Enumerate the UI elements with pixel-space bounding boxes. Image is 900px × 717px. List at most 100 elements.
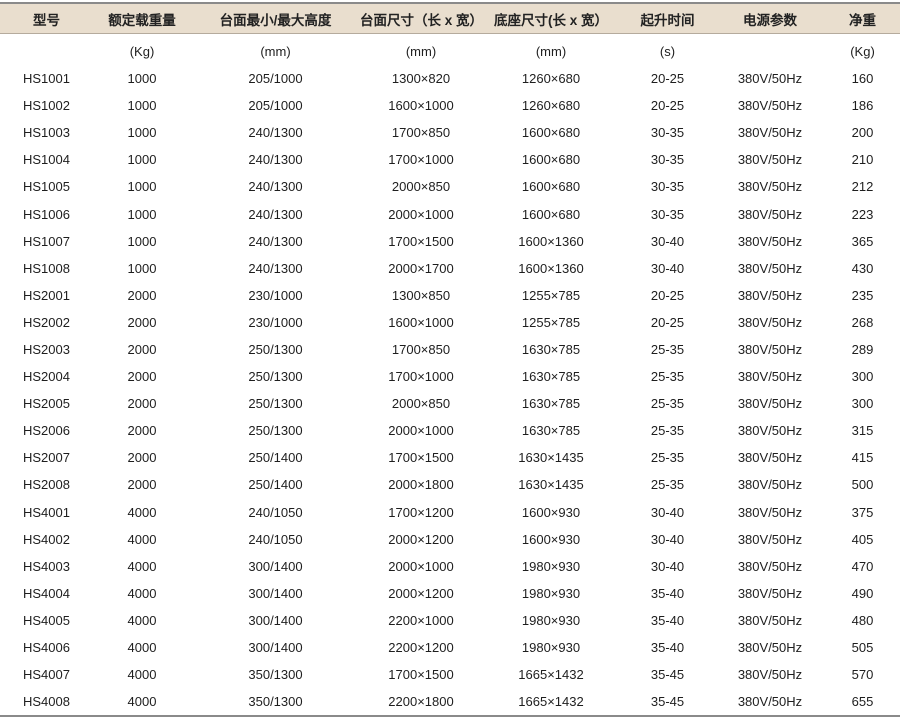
cell-net-weight: 655	[825, 688, 900, 717]
cell-model: HS4005	[23, 612, 70, 628]
table-row: HS2008 2000 250/1400 2000×1800 1630×1435 25-3…	[0, 471, 900, 498]
unit-lift-time: (s)	[659, 43, 676, 59]
cell-model: HS1006	[23, 206, 70, 222]
cell-lift-time: 35-40	[650, 585, 685, 601]
cell-lift-time: 20-25	[650, 71, 685, 87]
cell-base-size: 1630×785	[521, 341, 581, 357]
cell-rated-load: 2000	[127, 369, 157, 385]
cell-base-size: 1600×1360	[518, 233, 584, 249]
cell-base-size: 1600×680	[521, 125, 581, 141]
cell-power: 380V/50Hz	[737, 531, 803, 547]
cell-min-max-height: 250/1400	[248, 450, 303, 466]
cell-net-weight: 430	[851, 260, 874, 276]
unit-min-max-height: (mm)	[260, 43, 291, 59]
table-row: HS4006 4000 300/1400 2200×1200 1980×930 35-40…	[0, 634, 900, 661]
cell-rated-load: 2000	[127, 423, 157, 439]
cell-net-weight: 186	[851, 98, 874, 114]
table-row: HS2003 2000 250/1300 1700×850 1630×785 25-35 3…	[0, 336, 900, 363]
cell-base-size: 1600×1360	[518, 260, 584, 276]
cell-min-max-height: 300/1400	[248, 612, 303, 628]
cell-rated-load: 2000	[127, 477, 157, 493]
cell-lift-time: 35-45	[650, 667, 685, 683]
cell-lift-time: 35-40	[650, 640, 685, 656]
cell-net-weight: 223	[851, 206, 874, 222]
cell-net-weight: 490	[851, 585, 874, 601]
cell-base-size: 1600×680	[521, 179, 581, 195]
cell-power: 380V/50Hz	[737, 341, 803, 357]
cell-net-weight: 315	[851, 423, 874, 439]
unit-net-weight: (Kg)	[850, 43, 875, 59]
cell-lift-time: 25-35	[650, 477, 685, 493]
header-net-weight: 净重	[825, 2, 900, 34]
cell-model: HS1002	[23, 98, 70, 114]
cell-platform-size: 1700×850	[391, 341, 451, 357]
cell-power: 380V/50Hz	[737, 71, 803, 87]
cell-lift-time: 30-35	[650, 152, 685, 168]
cell-model: HS2001	[23, 287, 70, 303]
cell-model: HS2006	[23, 423, 70, 439]
cell-net-weight: 415	[851, 450, 874, 466]
cell-min-max-height: 230/1000	[248, 314, 303, 330]
cell-min-max-height: 350/1300	[248, 667, 303, 683]
cell-rated-load: 1000	[127, 125, 157, 141]
cell-platform-size: 2000×1700	[388, 260, 454, 276]
cell-model: HS2008	[23, 477, 70, 493]
cell-net-weight: 268	[851, 314, 874, 330]
table-row: HS2001 2000 230/1000 1300×850 1255×785 20-25 3…	[0, 282, 900, 309]
unit-model	[0, 34, 93, 66]
table-row: HS1006 1000 240/1300 2000×1000 1600×680 30-35…	[0, 200, 900, 227]
cell-rated-load: 1000	[127, 71, 157, 87]
header-base-size: 底座尺寸(长 x 宽）	[482, 2, 620, 34]
cell-power: 380V/50Hz	[737, 504, 803, 520]
cell-min-max-height: 205/1000	[248, 71, 303, 87]
cell-min-max-height: 240/1300	[248, 260, 303, 276]
unit-power	[715, 34, 825, 66]
cell-rated-load: 1000	[127, 260, 157, 276]
cell-platform-size: 2000×1200	[388, 531, 454, 547]
cell-lift-time: 30-40	[650, 233, 685, 249]
cell-power: 380V/50Hz	[737, 152, 803, 168]
cell-platform-size: 1700×1500	[388, 667, 454, 683]
cell-rated-load: 4000	[127, 558, 157, 574]
cell-power: 380V/50Hz	[737, 206, 803, 222]
cell-min-max-height: 250/1300	[248, 396, 303, 412]
table-body: HS1001 1000 205/1000 1300×820 1260×680 20-25 3…	[0, 65, 900, 717]
cell-net-weight: 235	[851, 287, 874, 303]
table-row: HS1007 1000 240/1300 1700×1500 1600×1360 30-4…	[0, 228, 900, 255]
cell-base-size: 1600×930	[521, 531, 581, 547]
cell-rated-load: 2000	[127, 314, 157, 330]
cell-rated-load: 2000	[127, 450, 157, 466]
cell-net-weight: 300	[851, 396, 874, 412]
cell-min-max-height: 240/1050	[248, 504, 303, 520]
cell-platform-size: 1700×1500	[388, 233, 454, 249]
cell-platform-size: 2200×1200	[388, 640, 454, 656]
cell-power: 380V/50Hz	[737, 125, 803, 141]
header-power: 电源参数	[715, 2, 825, 34]
cell-lift-time: 20-25	[650, 98, 685, 114]
header-rated-load: 额定载重量	[93, 2, 191, 34]
unit-platform-size: (mm)	[405, 43, 437, 59]
table-row: HS4002 4000 240/1050 2000×1200 1600×930 30-40…	[0, 526, 900, 553]
cell-rated-load: 1000	[127, 179, 157, 195]
table-row: HS4007 4000 350/1300 1700×1500 1665×1432 35-4…	[0, 661, 900, 688]
header-min-max-height: 台面最小/最大高度	[191, 2, 360, 34]
cell-power: 380V/50Hz	[737, 396, 803, 412]
cell-platform-size: 2200×1800	[360, 688, 482, 717]
cell-lift-time: 35-45	[620, 688, 715, 717]
table-row: HS4001 4000 240/1050 1700×1200 1600×930 30-40…	[0, 499, 900, 526]
cell-lift-time: 30-40	[650, 558, 685, 574]
cell-min-max-height: 250/1300	[248, 423, 303, 439]
cell-platform-size: 2000×1000	[388, 206, 454, 222]
cell-net-weight: 505	[851, 640, 874, 656]
cell-lift-time: 25-35	[650, 450, 685, 466]
cell-model: HS2002	[23, 314, 70, 330]
cell-net-weight: 500	[851, 477, 874, 493]
cell-min-max-height: 240/1300	[248, 152, 303, 168]
cell-base-size: 1665×1432	[482, 688, 620, 717]
cell-platform-size: 1700×1500	[388, 450, 454, 466]
cell-power: 380V/50Hz	[737, 369, 803, 385]
cell-model: HS1007	[23, 233, 70, 249]
cell-rated-load: 4000	[127, 531, 157, 547]
cell-min-max-height: 240/1050	[248, 531, 303, 547]
cell-min-max-height: 300/1400	[248, 585, 303, 601]
